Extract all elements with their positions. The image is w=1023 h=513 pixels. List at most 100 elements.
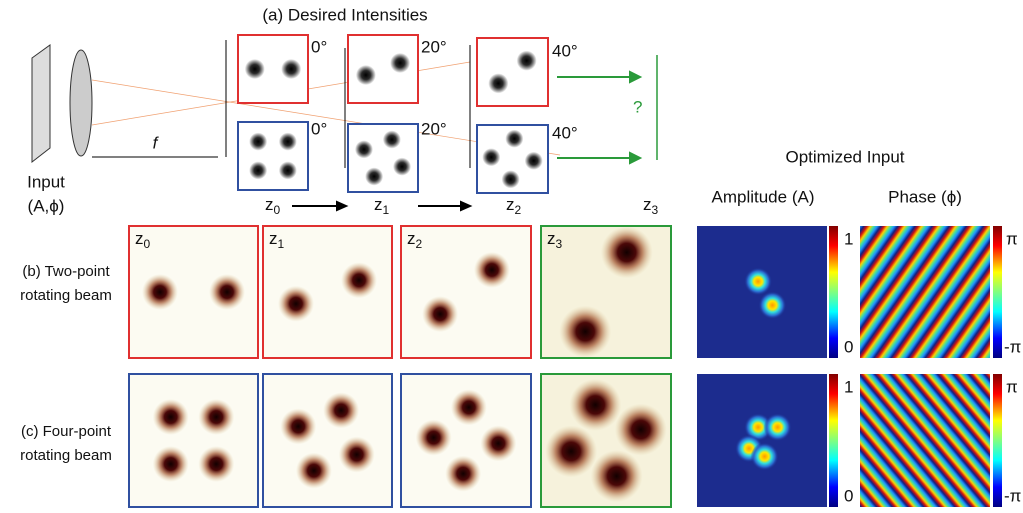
plane-sub: 3 — [556, 237, 563, 251]
phase-map — [860, 374, 990, 507]
spot — [545, 425, 597, 477]
spot — [249, 133, 267, 151]
spot — [339, 437, 375, 473]
plane-label: z2 — [506, 195, 522, 217]
spot — [279, 161, 297, 179]
plane-base: z — [374, 195, 383, 214]
spot — [422, 296, 458, 332]
plane-sub: 3 — [652, 203, 659, 217]
spot — [474, 252, 510, 288]
row-label: rotating beam — [20, 447, 112, 464]
phase-title: Phase (ϕ) — [888, 187, 962, 206]
spot — [142, 274, 178, 310]
spot — [505, 130, 523, 148]
lens — [70, 50, 92, 156]
angle: 0° — [311, 119, 327, 138]
spot — [393, 158, 411, 176]
spot — [502, 170, 520, 188]
colorbar-label: π — [1006, 377, 1018, 396]
spot — [355, 140, 373, 158]
plane-label: z3 — [643, 195, 659, 217]
spot — [280, 408, 316, 444]
plane-base: z — [407, 229, 416, 248]
colorbar-label: 1 — [844, 229, 853, 248]
spot — [249, 161, 267, 179]
spot — [517, 51, 537, 71]
amplitude-title: Amplitude (A) — [712, 187, 815, 206]
colorbar-label: 0 — [844, 337, 853, 356]
amplitude-spot — [751, 442, 779, 470]
spot — [296, 453, 332, 489]
input-label: Input — [27, 172, 65, 191]
colorbar — [993, 226, 1002, 358]
angle: 40° — [552, 123, 578, 142]
spot — [615, 404, 667, 456]
plane-sub: 2 — [416, 237, 423, 251]
colorbar-label: 1 — [844, 377, 853, 396]
spot — [198, 446, 234, 482]
result-panel — [263, 374, 392, 507]
colorbar — [829, 374, 838, 507]
amplitude-spot — [758, 291, 786, 319]
colorbar — [993, 374, 1002, 507]
amplitude-spot — [764, 413, 792, 441]
spot — [278, 286, 314, 322]
input-plate — [32, 45, 50, 162]
plane-base: z — [269, 229, 278, 248]
spot — [591, 450, 643, 502]
spot — [153, 399, 189, 435]
optimized-title: Optimized Input — [785, 147, 904, 166]
plane-sub: 0 — [274, 203, 281, 217]
plane-label: z0 — [265, 195, 281, 217]
spot — [323, 392, 359, 428]
spot — [559, 306, 611, 358]
row-label: rotating beam — [20, 287, 112, 304]
colorbar-label: π — [1006, 229, 1018, 248]
desired-box — [477, 38, 548, 106]
arrows — [557, 72, 640, 163]
plane-sub: 2 — [515, 203, 522, 217]
plane-base: z — [135, 229, 144, 248]
figure: (a) Desired Intensities f Input (A,ϕ) 0°… — [0, 0, 1023, 508]
spot — [525, 152, 543, 170]
input-params: (A,ϕ) — [28, 196, 65, 215]
desired-box — [348, 124, 418, 192]
spot — [445, 456, 481, 492]
spot — [383, 131, 401, 149]
plane-base: z — [506, 195, 515, 214]
angle: 20° — [421, 119, 447, 138]
plane-sub: 0 — [144, 237, 151, 251]
spot — [245, 59, 265, 79]
spot — [341, 262, 377, 298]
spot — [416, 420, 452, 456]
row-label: (b) Two-point — [22, 263, 110, 280]
spot — [480, 425, 516, 461]
desired-box — [238, 122, 308, 190]
unknown: ? — [633, 97, 642, 116]
plane-sub: 1 — [383, 203, 390, 217]
plane-sub: 1 — [278, 237, 285, 251]
spot — [601, 226, 653, 278]
spot — [281, 59, 301, 79]
spot — [390, 53, 410, 73]
spot — [451, 389, 487, 425]
spot — [365, 167, 383, 185]
angle: 40° — [552, 41, 578, 60]
spot — [153, 446, 189, 482]
colorbar-label: 0 — [844, 486, 853, 505]
plane-base: z — [265, 195, 274, 214]
colorbar-label: -π — [1004, 486, 1021, 505]
spot — [279, 133, 297, 151]
focal-label: f — [153, 133, 160, 152]
spot — [209, 274, 245, 310]
angle: 20° — [421, 37, 447, 56]
plane-base: z — [547, 229, 556, 248]
colorbar-label: -π — [1004, 337, 1021, 356]
spot — [356, 65, 376, 85]
title: (a) Desired Intensities — [262, 5, 427, 24]
amplitude-spot — [744, 267, 772, 295]
row-label: (c) Four-point — [21, 423, 112, 440]
spot — [488, 73, 508, 93]
plane-base: z — [643, 195, 652, 214]
phase-map — [860, 226, 990, 358]
